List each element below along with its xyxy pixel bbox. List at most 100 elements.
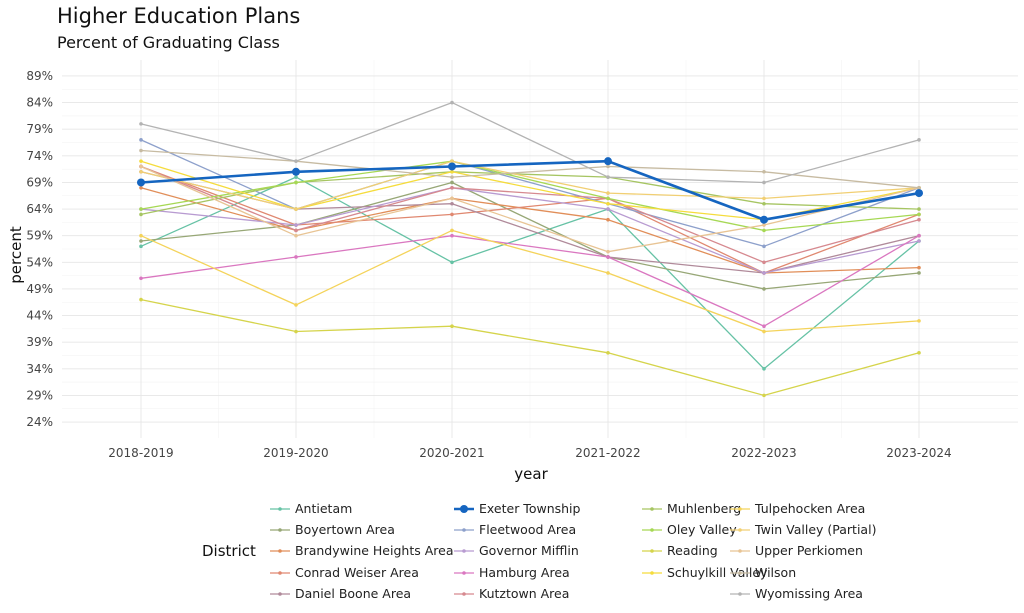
data-point [606,175,610,179]
legend-label: Reading [667,543,718,558]
y-tick-label: 39% [26,335,53,349]
legend-label: Antietam [295,501,353,516]
y-tick-label: 29% [26,388,53,402]
data-point [762,324,766,328]
data-point [762,223,766,227]
data-point [292,167,300,176]
data-point [450,175,454,179]
legend-label: Kutztown Area [479,586,570,601]
legend-label: Boyertown Area [295,522,395,537]
data-point [294,159,298,163]
legend-swatch [642,507,662,511]
data-point [139,276,143,281]
legend-swatch [454,592,474,596]
data-point [917,265,921,270]
x-tick-label: 2018-2019 [108,446,173,460]
data-point [915,189,923,198]
legend-swatch [642,528,662,532]
legend-swatch [642,549,662,553]
data-point [760,215,768,224]
y-tick-label: 84% [26,96,53,110]
series-line [140,101,920,184]
series-hamburg-area [139,233,921,328]
series-line [140,176,920,370]
data-point [139,207,143,211]
data-point [450,170,454,174]
x-tick-label: 2021-2022 [575,446,640,460]
data-point [139,164,143,169]
data-point [762,271,766,275]
data-point [917,185,921,190]
x-tick-label: 2022-2023 [731,446,796,460]
legend-swatch [270,571,290,575]
data-point [139,148,143,153]
series-reading [139,297,921,398]
data-point [294,175,298,179]
series-line [140,160,920,210]
legend-swatch [270,507,290,511]
x-axis-ticks: 2018-2019 2019-2020 2020-2021 2021-2022 2022… [108,446,951,460]
data-point [139,297,143,302]
data-point [762,196,766,201]
data-point [604,157,612,166]
data-point [139,138,143,142]
data-point [139,244,143,249]
data-point [139,239,143,243]
data-point [294,329,298,334]
data-point [450,159,454,163]
y-tick-label: 49% [26,282,53,296]
series-wyomissing-area [139,100,921,185]
data-point [448,162,456,171]
data-point [762,228,766,233]
legend-swatch [454,571,474,575]
legend-swatch [270,549,290,553]
y-tick-label: 69% [26,175,53,189]
data-point [139,122,143,126]
x-tick-label: 2020-2021 [419,446,484,460]
data-point [450,260,454,265]
data-point [450,100,454,105]
data-point [762,287,766,291]
series-line [140,229,920,333]
data-point [917,138,921,142]
legend-title: District [202,542,256,560]
legend-swatch [730,571,750,575]
data-point [450,196,454,201]
data-point [917,319,921,323]
data-point [917,212,921,217]
series-line [140,139,920,247]
data-point [762,329,766,334]
data-point [606,207,610,211]
data-point [294,228,298,233]
series-line [140,171,920,216]
series-line [140,160,920,232]
legend-swatch [730,549,750,553]
legend-label: Hamburg Area [479,565,570,580]
data-point [139,233,143,238]
x-tick-label: 2019-2020 [263,446,328,460]
data-point [917,233,921,238]
legend-swatch [270,528,290,532]
series-line [140,181,920,290]
legend-swatch [642,571,662,575]
data-point [294,223,298,227]
data-point [762,244,766,249]
y-tick-label: 54% [26,255,53,269]
series-line [140,149,920,189]
data-point [294,207,298,211]
data-point [139,159,143,163]
data-point [762,170,766,174]
series-line [140,165,920,263]
data-point [762,393,766,398]
data-point [294,233,298,238]
data-point [917,271,921,275]
legend-swatch [730,528,750,532]
legend-label: Muhlenberg [667,501,742,516]
series-lines [137,100,923,398]
data-point [762,366,766,371]
data-point [917,207,921,211]
legend-swatch [730,592,750,596]
y-tick-label: 89% [26,69,53,83]
data-point [450,201,454,206]
